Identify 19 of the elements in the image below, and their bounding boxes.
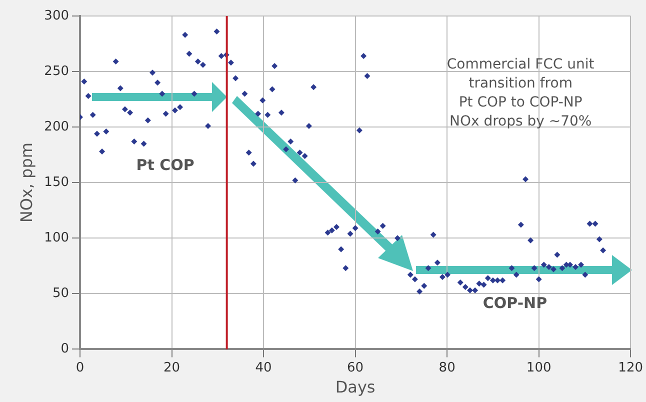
x-tick-label: 20	[164, 360, 180, 376]
y-tick-label: 300	[44, 8, 70, 24]
annotation: COP-NP	[482, 294, 548, 312]
y-tick-label: 250	[44, 64, 70, 79]
annotation: Pt COP	[136, 156, 194, 174]
x-tick-label: 120	[618, 360, 644, 376]
x-tick-label: 60	[347, 360, 364, 376]
x-tick-label: 80	[438, 360, 456, 376]
x-tick-label: 100	[526, 360, 552, 376]
y-tick-label: 200	[44, 119, 70, 134]
y-tick-label: 0	[60, 342, 70, 357]
annotation: Commercial FCC unit transition from Pt COP to COP-NP NOx drops by ~70%	[446, 56, 595, 130]
y-tick-label: 100	[44, 230, 70, 246]
x-tick-label: 40	[255, 360, 272, 376]
y-tick-label: 150	[44, 174, 70, 190]
x-axis-title: Days	[335, 378, 376, 397]
x-tick-label: 0	[76, 360, 84, 376]
y-axis-title: NOx, ppm	[16, 142, 36, 223]
y-tick-label: 50	[52, 286, 70, 302]
